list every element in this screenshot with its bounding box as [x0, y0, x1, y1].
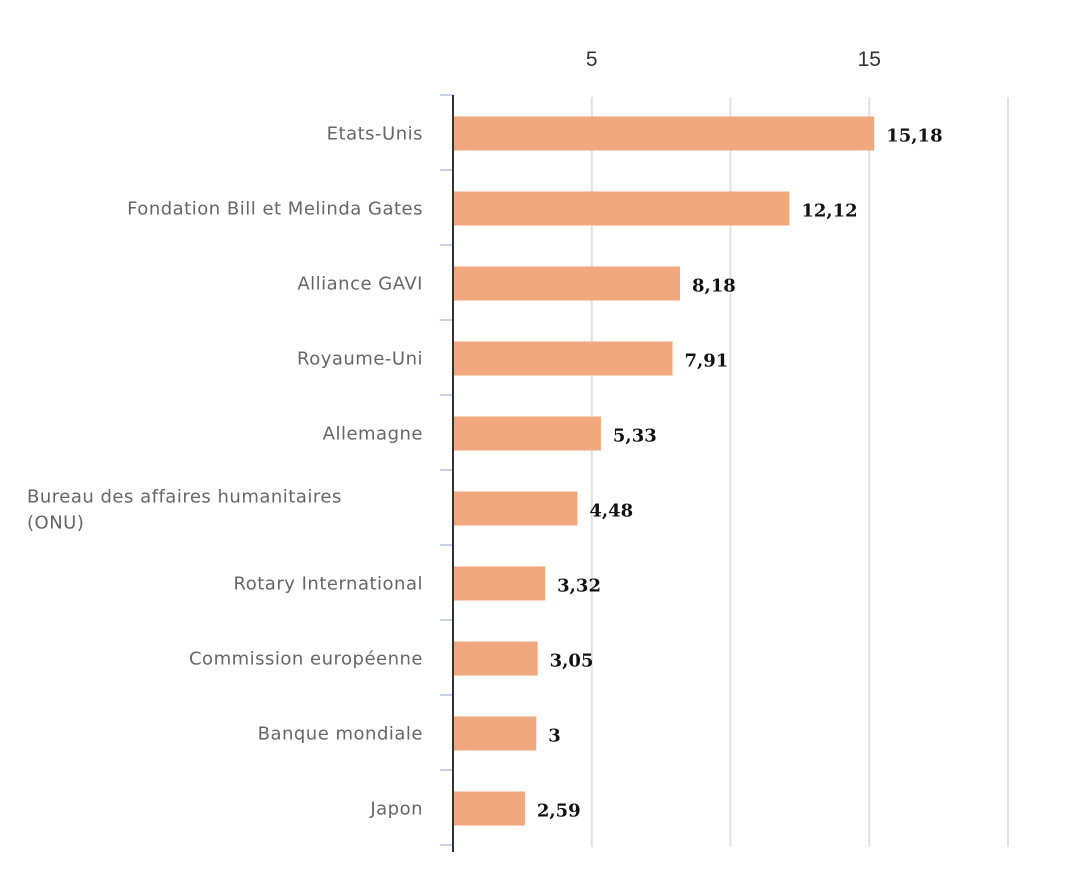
data-label: 4,48 — [589, 501, 633, 522]
data-label: 3 — [548, 726, 561, 747]
bar — [453, 116, 875, 151]
bar — [453, 416, 601, 451]
x-tick-label: 15 — [858, 48, 881, 71]
category-label: Rotary International — [234, 574, 423, 595]
bar — [453, 791, 525, 826]
category-label: Royaume-Uni — [297, 349, 423, 370]
category-label: Banque mondiale — [258, 724, 423, 745]
data-label: 5,33 — [613, 426, 657, 447]
category-label: (ONU) — [27, 513, 84, 534]
data-label: 12,12 — [801, 201, 857, 222]
category-label: Bureau des affaires humanitaires — [27, 487, 342, 508]
bar — [453, 191, 790, 226]
x-tick-label: 5 — [586, 48, 598, 71]
category-label: Alliance GAVI — [297, 274, 423, 295]
data-label: 3,32 — [557, 576, 601, 597]
data-label: 3,05 — [550, 651, 594, 672]
data-label: 8,18 — [692, 276, 736, 297]
data-label: 2,59 — [537, 801, 581, 822]
category-label: Etats-Unis — [327, 124, 423, 145]
bar — [453, 566, 546, 601]
category-label: Fondation Bill et Melinda Gates — [127, 199, 423, 220]
bar — [453, 716, 537, 751]
category-label: Japon — [369, 799, 423, 820]
bar — [453, 341, 673, 376]
category-label: Allemagne — [323, 424, 423, 445]
bar — [453, 641, 538, 676]
bar — [453, 491, 578, 526]
bar — [453, 266, 680, 301]
data-label: 15,18 — [886, 126, 942, 147]
category-label: Commission européenne — [189, 649, 423, 670]
data-label: 7,91 — [685, 351, 729, 372]
